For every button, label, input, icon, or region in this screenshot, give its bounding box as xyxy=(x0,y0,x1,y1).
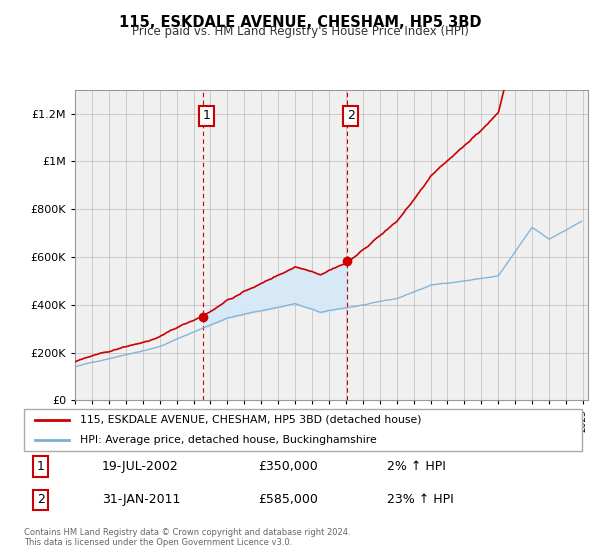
Text: Price paid vs. HM Land Registry's House Price Index (HPI): Price paid vs. HM Land Registry's House … xyxy=(131,25,469,38)
Text: 31-JAN-2011: 31-JAN-2011 xyxy=(102,493,181,506)
Text: £350,000: £350,000 xyxy=(259,460,318,473)
Text: 2% ↑ HPI: 2% ↑ HPI xyxy=(387,460,446,473)
Text: HPI: Average price, detached house, Buckinghamshire: HPI: Average price, detached house, Buck… xyxy=(80,435,377,445)
Text: 115, ESKDALE AVENUE, CHESHAM, HP5 3BD (detached house): 115, ESKDALE AVENUE, CHESHAM, HP5 3BD (d… xyxy=(80,415,421,424)
Text: 2: 2 xyxy=(37,493,44,506)
Text: Contains HM Land Registry data © Crown copyright and database right 2024.
This d: Contains HM Land Registry data © Crown c… xyxy=(24,528,350,547)
Text: 19-JUL-2002: 19-JUL-2002 xyxy=(102,460,179,473)
Text: 115, ESKDALE AVENUE, CHESHAM, HP5 3BD: 115, ESKDALE AVENUE, CHESHAM, HP5 3BD xyxy=(119,15,481,30)
FancyBboxPatch shape xyxy=(24,409,582,451)
Text: 1: 1 xyxy=(202,109,210,123)
Text: 23% ↑ HPI: 23% ↑ HPI xyxy=(387,493,454,506)
Text: 2: 2 xyxy=(347,109,355,123)
Text: 1: 1 xyxy=(37,460,44,473)
Text: £585,000: £585,000 xyxy=(259,493,318,506)
